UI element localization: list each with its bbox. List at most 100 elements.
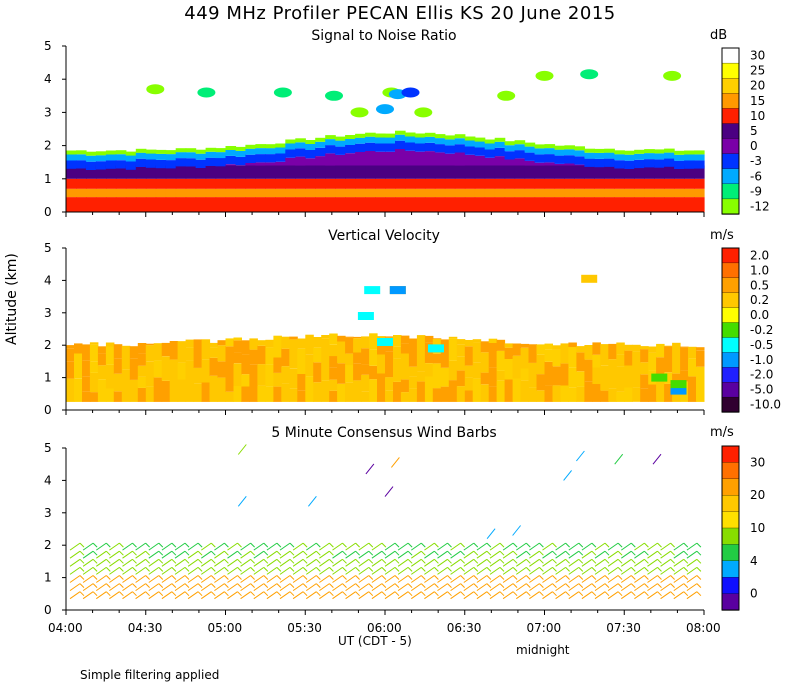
- wind-barb: [660, 550, 671, 559]
- snr-cell: [674, 165, 685, 179]
- snr-cell: [624, 150, 635, 155]
- wind-barb: [371, 558, 383, 567]
- snr-cell: [664, 188, 675, 198]
- wind-barb: [69, 591, 81, 600]
- vv-cell: [233, 352, 242, 364]
- vv-cell: [520, 368, 530, 381]
- snr-cell: [265, 148, 276, 155]
- snr-cell: [105, 188, 117, 198]
- vv-cell: [313, 362, 322, 383]
- snr-cell: [564, 165, 575, 179]
- snr-cell: [514, 158, 526, 166]
- wind-barb: [306, 566, 317, 575]
- wind-barb-flag: [105, 575, 111, 580]
- snr-cell: [225, 155, 237, 165]
- snr-cell: [375, 133, 386, 138]
- vv-cell: [600, 365, 609, 391]
- wind-barb-flag: [447, 550, 452, 556]
- wind-barb: [82, 583, 94, 592]
- vv-cell: [169, 359, 179, 386]
- vv-cloud: [651, 373, 668, 382]
- wind-barb: [502, 542, 514, 551]
- snr-cell: [674, 150, 685, 155]
- wind-barb-flag: [604, 591, 610, 597]
- vv-cell: [448, 336, 458, 339]
- wind-barb-flag: [315, 583, 321, 588]
- colorbar-segment: [721, 593, 740, 611]
- snr-cell: [145, 197, 157, 212]
- snr-cell: [265, 162, 276, 166]
- snr-cell: [275, 197, 286, 212]
- vv-cell: [576, 352, 585, 372]
- wind-barb-flag: [407, 575, 413, 580]
- snr-cell: [255, 197, 266, 212]
- wind-barb: [292, 542, 304, 551]
- wind-barb: [673, 558, 685, 567]
- snr-cell: [275, 153, 286, 162]
- snr-cell: [375, 188, 386, 198]
- y-tick-label: 0: [44, 403, 52, 417]
- vv-cell: [520, 347, 530, 369]
- snr-cell: [574, 197, 585, 212]
- vv-cell: [313, 347, 322, 363]
- colorbar-segment: [721, 337, 740, 354]
- wind-barb: [489, 591, 501, 600]
- vv-cell: [552, 345, 561, 350]
- snr-cell: [235, 146, 247, 151]
- wind-barb: [581, 542, 593, 551]
- wind-barb: [463, 550, 475, 559]
- wind-barb-flag: [683, 583, 689, 588]
- vv-cell: [185, 347, 195, 361]
- snr-cell: [125, 151, 137, 156]
- wind-barb: [424, 591, 435, 600]
- snr-cell: [325, 153, 336, 166]
- snr-cell: [255, 188, 266, 198]
- wind-barb: [621, 558, 632, 567]
- wind-barb: [634, 591, 645, 600]
- snr-cell: [285, 165, 296, 179]
- wind-barb-flag: [539, 583, 544, 588]
- wind-barb: [411, 566, 422, 575]
- snr-cell: [434, 138, 446, 145]
- vv-cell: [129, 379, 139, 402]
- vv-cell: [369, 349, 378, 366]
- wind-barb-flag: [644, 567, 649, 572]
- wind-barb: [237, 444, 247, 455]
- wind-barb-flag: [670, 567, 675, 572]
- snr-unit-label: dB: [710, 28, 728, 43]
- snr-cell: [355, 178, 366, 189]
- snr-cell: [225, 149, 237, 156]
- vv-cloud: [670, 380, 687, 389]
- snr-cell: [95, 155, 107, 162]
- wind-barb-flag: [499, 542, 505, 548]
- vv-cell: [440, 339, 450, 349]
- wind-barb-flag: [158, 575, 164, 580]
- snr-cell: [674, 178, 685, 189]
- vv-cell: [321, 338, 330, 353]
- wind-barb: [529, 575, 540, 583]
- snr-cell: [265, 154, 276, 163]
- wind-barb-flag: [92, 550, 98, 556]
- wind-barb-flag: [289, 575, 295, 580]
- wind-barb: [266, 566, 278, 575]
- wind-barb-flag: [460, 567, 465, 572]
- wind-barb-flag: [132, 591, 137, 597]
- wind-barb: [319, 566, 330, 575]
- snr-cell: [584, 178, 595, 189]
- vv-cell: [105, 376, 115, 389]
- wind-barb-flag: [224, 567, 229, 572]
- wind-barb-flag: [578, 542, 584, 548]
- vv-cell: [225, 377, 234, 392]
- snr-cell: [76, 178, 87, 189]
- wind-barb: [463, 575, 475, 583]
- vv-cell: [233, 363, 242, 386]
- wind-barb-flag: [145, 567, 150, 572]
- wind-barb-flag: [499, 591, 505, 597]
- snr-cell: [225, 146, 237, 150]
- snr-cell: [444, 139, 456, 146]
- snr-cell: [484, 143, 496, 150]
- wind-barb-flag: [552, 550, 557, 556]
- snr-cell: [395, 197, 406, 212]
- snr-cell: [534, 144, 546, 149]
- snr-cell: [345, 144, 356, 154]
